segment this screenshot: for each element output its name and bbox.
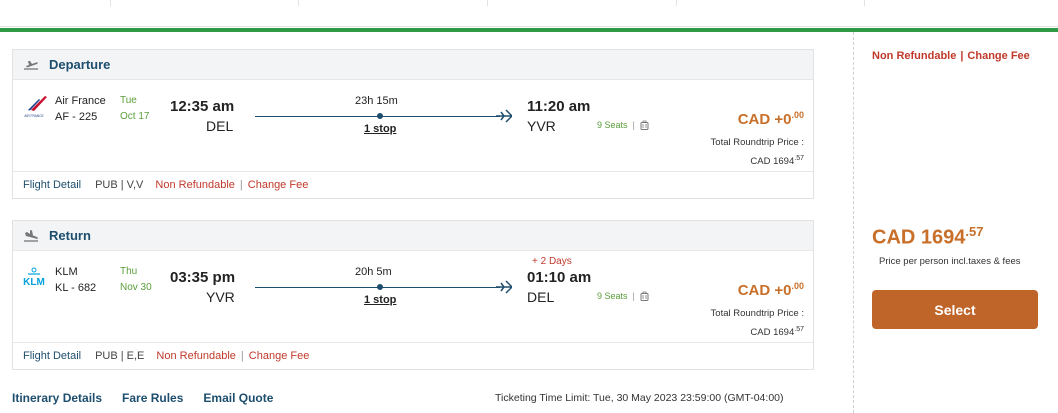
arrival-city: DEL [527,289,555,305]
arrival-time: 01:10 am [527,269,592,286]
change-fee-link[interactable]: Change Fee [247,179,309,191]
tab-divider [676,0,677,6]
change-fee-link[interactable]: Change Fee [967,50,1030,62]
return-airline: KLM KL - 682 [55,264,96,296]
flight-number: AF - 225 [55,111,98,123]
landing-plane-icon [24,229,38,242]
footer-separator: | [240,350,244,362]
stops-link[interactable]: 1 stop [364,123,397,135]
selected-result-bar [0,28,1058,32]
tab-divider [487,0,488,6]
seats-separator: | [632,120,635,130]
select-button[interactable]: Select [872,290,1038,329]
departure-airline: Air France AF - 225 [55,93,106,125]
weekday: Thu [120,266,138,277]
total-price: CAD 1694.57 [872,224,984,249]
svg-text:KLM: KLM [23,277,45,288]
departure-city: DEL [206,118,234,134]
airline-name: KLM [55,266,78,278]
return-title: Return [49,228,91,243]
air-france-logo: AIR FRANCE [24,96,47,118]
weekday: Tue [120,95,137,106]
tab-divider [298,0,299,6]
return-header: Return [13,221,813,251]
flight-detail-link[interactable]: Flight Detail [23,179,82,191]
arrival-time: 11:20 am [527,98,591,115]
takeoff-plane-icon [24,60,38,70]
email-quote-link[interactable]: Email Quote [203,391,274,405]
flight-duration: 20h 5m [355,266,392,278]
refund-policy: Non Refundable | Change Fee [872,50,1030,62]
flight-detail-link[interactable]: Flight Detail [23,350,82,362]
flight-number: KL - 682 [55,282,97,294]
seats-separator: | [632,291,635,301]
total-value: CAD 1694.57 [750,326,804,339]
luggage-icon [640,291,649,301]
stops-link[interactable]: 1 stop [364,294,397,306]
arrival-day-offset: + 2 Days [532,256,572,267]
policy-separator: | [960,50,964,62]
ticketing-time-limit: Ticketing Time Limit: Tue, 30 May 2023 2… [495,392,784,404]
itinerary-details-link[interactable]: Itinerary Details [12,391,103,405]
svg-text:AIR FRANCE: AIR FRANCE [24,114,43,118]
flight-duration: 23h 15m [355,95,398,107]
total-label: Total Roundtrip Price : [710,137,804,148]
seats-count: 9 Seats [597,120,628,130]
return-footer: Flight Detail PUB | E,E Non Refundable |… [13,343,813,369]
top-tab-strip [0,0,1058,27]
luggage-icon [640,120,649,130]
fare-class: PUB | V,V [95,179,144,191]
departure-city: YVR [206,289,235,305]
segment-price: CAD +0.00 [737,110,804,128]
klm-logo: KLM [23,267,45,288]
total-roundtrip-price: Total Roundtrip Price : CAD 1694.57 [711,306,804,341]
seats-info: 9 Seats | [597,120,649,130]
departure-card: Departure AIR FRANCE Air France AF - 225… [12,49,814,199]
departure-time: 03:35 pm [170,269,236,286]
departure-segment: AIR FRANCE Air France AF - 225 Tue Oct 1… [13,80,813,172]
departure-header: Departure [13,50,813,80]
stop-dot [377,284,383,290]
plane-arrow-icon [496,280,512,294]
seats-info: 9 Seats | [597,291,649,301]
return-card: Return KLM KLM KL - 682 Thu Nov 30 03:35… [12,220,814,370]
departure-date: Tue Oct 17 [120,93,149,125]
departure-title: Departure [49,57,111,72]
stop-dot [377,113,383,119]
airline-name: Air France [55,95,106,107]
return-segment: KLM KLM KL - 682 Thu Nov 30 03:35 pm YVR… [13,251,813,343]
price-note: Price per person incl.taxes & fees [879,256,1021,267]
plane-arrow-icon [496,109,512,123]
non-refundable-label: Non Refundable [155,179,235,191]
total-label: Total Roundtrip Price : [710,308,804,319]
date: Oct 17 [120,111,150,122]
departure-footer: Flight Detail PUB | V,V Non Refundable |… [13,172,813,198]
fare-rules-link[interactable]: Fare Rules [122,391,184,405]
departure-time: 12:35 am [170,98,235,115]
arrival-city: YVR [527,118,556,134]
non-refundable-label: Non Refundable [156,350,236,362]
return-date: Thu Nov 30 [120,264,152,296]
seats-count: 9 Seats [597,291,628,301]
total-value: CAD 1694.57 [750,155,804,168]
tab-divider [110,0,111,6]
non-refundable-label: Non Refundable [872,50,957,62]
bottom-links: Itinerary Details Fare Rules Email Quote [12,391,293,405]
price-summary-panel: Non Refundable | Change Fee CAD 1694.57 Pr… [853,32,1058,413]
footer-separator: | [239,179,243,191]
change-fee-link[interactable]: Change Fee [248,350,310,362]
date: Nov 30 [120,282,152,293]
fare-class: PUB | E,E [95,350,145,362]
tab-divider [864,0,865,6]
segment-price: CAD +0.00 [737,281,804,299]
total-roundtrip-price: Total Roundtrip Price : CAD 1694.57 [711,135,804,170]
